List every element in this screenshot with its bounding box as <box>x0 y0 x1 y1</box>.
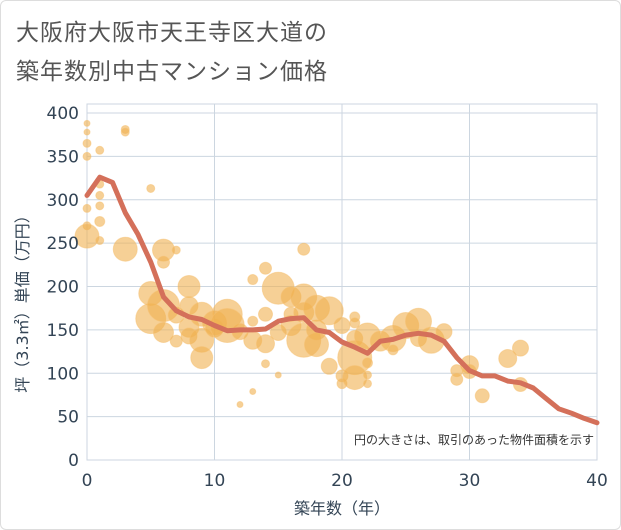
x-tick-labels: 0 10 20 30 40 <box>82 471 608 491</box>
y-tick-label: 150 <box>47 321 79 341</box>
bubble-point <box>190 346 214 370</box>
bubble-point <box>512 339 529 357</box>
bubble-point <box>258 306 273 322</box>
x-tick-label: 30 <box>459 471 481 491</box>
y-tick-label: 0 <box>68 451 79 471</box>
bubble-point <box>95 190 105 200</box>
bubble-point <box>146 183 156 193</box>
bubble-point <box>363 379 372 389</box>
y-tick-label: 250 <box>47 234 79 254</box>
y-tick-label: 50 <box>57 408 79 428</box>
bubble-size-note: 円の大きさは、取引のあった物件面積を示す <box>354 432 594 447</box>
bubble-point <box>274 371 282 379</box>
x-tick-label: 0 <box>82 471 93 491</box>
y-tick-label: 300 <box>47 191 79 211</box>
bubble-point <box>95 145 105 155</box>
bubble-point <box>297 242 311 256</box>
y-tick-label: 350 <box>47 147 79 167</box>
bubble-point <box>450 372 464 386</box>
bubble-point <box>247 274 259 286</box>
bubble-point <box>157 255 170 269</box>
bubble-point <box>95 201 105 211</box>
bubble-point <box>94 215 106 227</box>
y-tick-label: 200 <box>47 278 79 298</box>
y-tick-label: 400 <box>47 104 79 124</box>
x-tick-label: 40 <box>586 471 608 491</box>
bubble-point <box>153 321 174 343</box>
y-tick-labels: 0 50 100 150 200 250 300 350 400 <box>47 104 79 471</box>
bubble-point <box>387 344 399 356</box>
bubble-point <box>171 245 181 255</box>
chart-title-line1: 大阪府大阪市天王寺区大道の <box>16 20 328 46</box>
x-tick-label: 20 <box>331 471 353 491</box>
bubble-point <box>362 357 373 369</box>
x-tick-label: 10 <box>204 471 226 491</box>
bubble-point <box>177 275 201 298</box>
bubble-point <box>261 359 270 369</box>
bubble-point <box>320 357 338 375</box>
x-axis-label: 築年数（年） <box>294 499 390 518</box>
bubble-point <box>304 332 329 358</box>
bubble-point <box>83 128 91 136</box>
y-axis-label: 坪（3.3㎡）単価（万円） <box>13 207 32 392</box>
bubble-point <box>82 203 92 213</box>
bubble-point <box>363 370 372 380</box>
trend-line <box>84 174 600 426</box>
bubble-point <box>333 317 351 335</box>
bubble-point <box>249 387 257 395</box>
bubble-point <box>83 119 91 127</box>
bubble-point <box>82 138 92 148</box>
bubble-point <box>498 349 518 369</box>
bubble-point <box>256 334 275 354</box>
y-tick-label: 100 <box>47 364 79 384</box>
bubble-point <box>112 236 138 262</box>
bubble-point <box>474 388 490 404</box>
trend-line-group <box>84 174 600 426</box>
bubble-series <box>74 119 529 408</box>
bubble-point <box>314 296 344 326</box>
bubble-point <box>95 236 105 246</box>
bubble-point <box>247 315 259 327</box>
bubble-point <box>342 365 368 391</box>
bubble-point <box>120 127 130 137</box>
bubble-point <box>169 334 183 348</box>
bubble-point <box>259 261 272 275</box>
bubble-point <box>236 400 244 408</box>
bubble-point <box>82 151 92 161</box>
chart-title-line2: 築年数別中古マンション価格 <box>16 59 328 85</box>
bubble-point <box>349 317 361 329</box>
